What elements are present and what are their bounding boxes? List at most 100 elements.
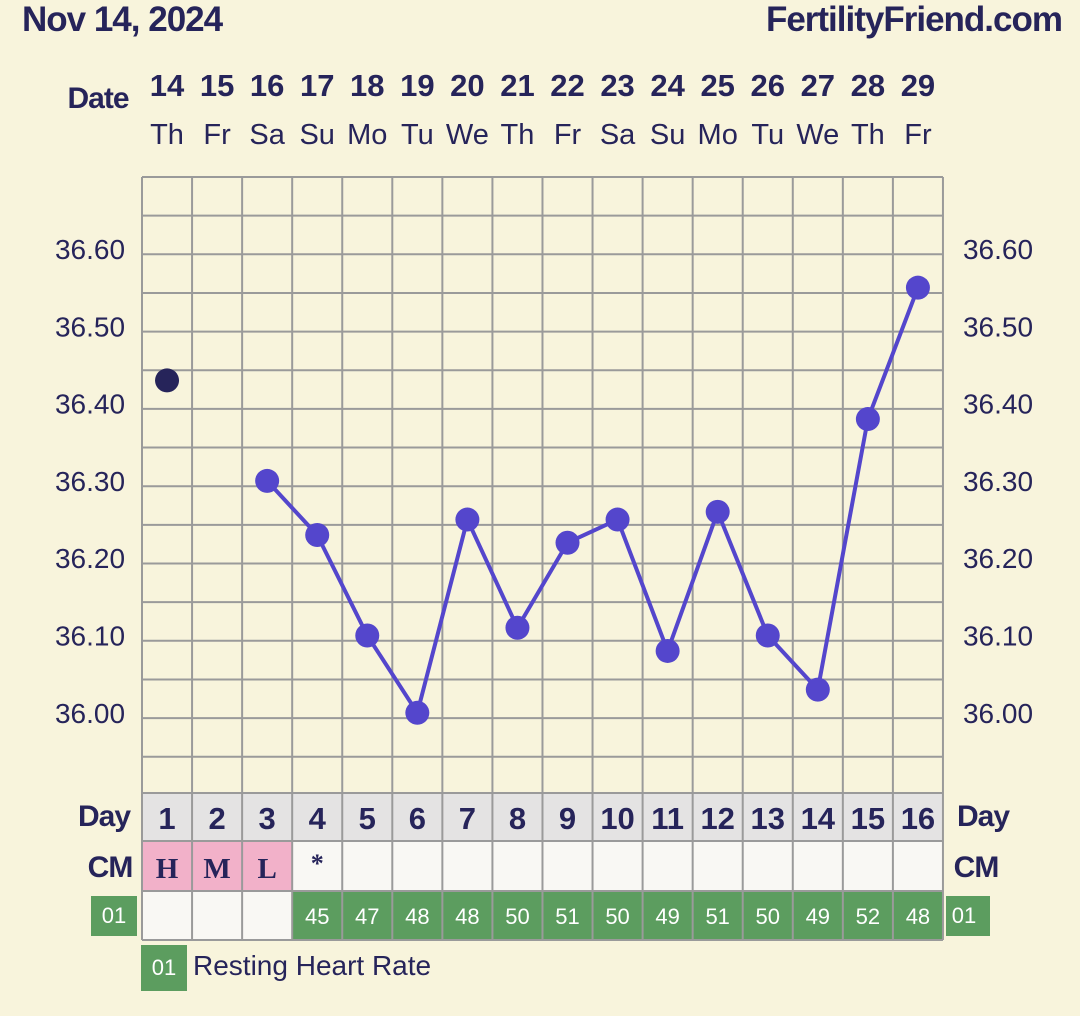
date-label: 18: [350, 68, 384, 103]
weekday-label: Su: [299, 119, 334, 151]
rhr-tag-right-text: 01: [952, 903, 976, 928]
temperature-point: [555, 530, 580, 555]
rhr-cell: [492, 891, 543, 940]
weekday-label: Fr: [203, 119, 231, 151]
weekday-label: Tu: [751, 119, 784, 151]
cycle-day-label: 2: [208, 801, 225, 836]
rhr-cell: [342, 891, 393, 940]
y-tick-label-left: 36.10: [55, 621, 125, 652]
y-tick-label-right: 36.20: [963, 543, 1033, 574]
rhr-cell: [842, 891, 893, 940]
rhr-cell: [592, 891, 643, 940]
rhr-tag-right: [946, 896, 990, 936]
cm-cell: [192, 841, 243, 891]
date-label: 28: [851, 68, 885, 103]
temperature-point: [405, 700, 430, 725]
rhr-value: 50: [605, 904, 629, 929]
date-row-label: Date: [67, 82, 128, 115]
cm-value: M: [203, 853, 230, 885]
cm-value: *: [311, 849, 324, 878]
temperature-point: [455, 507, 480, 532]
cycle-day-label: 6: [409, 801, 426, 836]
y-tick-label-left: 36.20: [55, 543, 125, 574]
y-tick-label-left: 36.30: [55, 466, 125, 497]
date-label: 19: [400, 68, 434, 103]
cycle-day-label: 7: [459, 801, 476, 836]
cycle-day-label: 3: [259, 801, 276, 836]
rhr-cell: [442, 891, 493, 940]
temperature-point: [255, 468, 280, 493]
date-label: 24: [650, 68, 685, 103]
cycle-day-label: 5: [359, 801, 376, 836]
temperature-point: [755, 623, 780, 648]
date-label: 25: [700, 68, 734, 103]
temperature-line: [265, 286, 920, 715]
rhr-value: 50: [505, 904, 529, 929]
rhr-tag-left: [91, 896, 137, 936]
cycle-day-label: 14: [801, 801, 836, 836]
temperature-point: [805, 677, 830, 702]
temperature-point: [355, 623, 380, 648]
cm-value: H: [156, 853, 179, 885]
date-label: 15: [200, 68, 234, 103]
cycle-day-label: 11: [651, 801, 684, 836]
rhr-value: 47: [355, 904, 379, 929]
y-tick-label-right: 36.50: [963, 311, 1033, 342]
weekday-label: We: [796, 119, 839, 151]
y-tick-label-left: 36.40: [55, 389, 125, 420]
date-label: 23: [600, 68, 634, 103]
weekday-label: Sa: [249, 119, 285, 151]
y-tick-label-right: 36.30: [963, 466, 1033, 497]
rhr-cell: [642, 891, 693, 940]
date-label: 22: [550, 68, 584, 103]
rhr-cell: [292, 891, 343, 940]
weekday-label: Th: [501, 119, 535, 151]
date-label: 27: [801, 68, 835, 103]
rhr-value: 50: [756, 904, 780, 929]
rhr-cell: [742, 891, 793, 940]
legend-rhr-tag: 01: [141, 945, 187, 991]
y-tick-label-right: 36.10: [963, 621, 1033, 652]
cycle-day-label: 15: [851, 801, 885, 836]
rhr-cell: [792, 891, 843, 940]
weekday-label: Mo: [698, 119, 738, 151]
temperature-point: [905, 275, 930, 300]
site-name[interactable]: FertilityFriend.com: [765, 0, 1063, 39]
cycle-day-label: 12: [700, 801, 734, 836]
weekday-label: Fr: [904, 119, 932, 151]
chart-date-title: Nov 14, 2024: [22, 0, 223, 39]
rhr-value: 45: [305, 904, 329, 929]
cycle-day-label: 9: [559, 801, 576, 836]
temperature-point: [655, 638, 680, 663]
rhr-cell: [892, 891, 943, 940]
rhr-value: 51: [555, 904, 579, 929]
date-label: 17: [300, 68, 334, 103]
weekday-label: Th: [851, 119, 885, 151]
rhr-cell: [392, 891, 443, 940]
weekday-label: We: [446, 119, 489, 151]
rhr-value: 49: [655, 904, 679, 929]
rhr-value: 48: [455, 904, 479, 929]
date-label: 21: [500, 68, 534, 103]
rhr-value: 49: [806, 904, 830, 929]
cycle-day-label: 13: [751, 801, 785, 836]
weekday-label: Fr: [554, 119, 582, 151]
weekday-label: Tu: [401, 119, 434, 151]
temperature-point: [505, 615, 530, 640]
temperature-point: [705, 499, 730, 524]
y-tick-label-right: 36.00: [963, 698, 1033, 729]
cm-value: L: [257, 853, 276, 885]
temperature-point-unconnected: [155, 368, 180, 393]
cycle-day-label: 16: [901, 801, 935, 836]
date-label: 14: [150, 68, 185, 103]
rhr-value: 48: [405, 904, 429, 929]
cycle-day-label: 10: [600, 801, 634, 836]
rhr-tag-left-text: 01: [102, 903, 126, 928]
cm-row-label-right: CM: [954, 851, 999, 884]
rhr-cell: [542, 891, 593, 940]
y-tick-label-left: 36.60: [55, 234, 125, 265]
date-label: 29: [901, 68, 935, 103]
rhr-cell: [692, 891, 743, 940]
cycle-day-label: 4: [309, 801, 327, 836]
